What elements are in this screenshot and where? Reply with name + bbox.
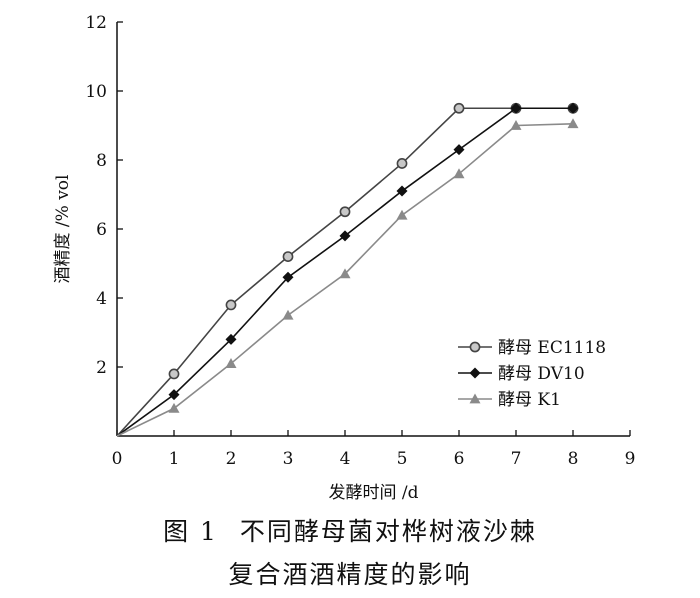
x-tick-label: 0: [112, 449, 123, 469]
y-tick-label: 10: [85, 82, 107, 102]
data-point: [168, 368, 180, 380]
figure-caption-line1: 图 1 不同酵母菌对桦树液沙棘: [0, 512, 700, 548]
y-tick-label: 4: [96, 289, 107, 309]
data-point: [510, 120, 522, 130]
x-tick-label: 4: [340, 449, 351, 469]
legend-marker: [469, 393, 481, 404]
legend-label: 酵母 DV10: [498, 364, 585, 384]
data-point: [282, 271, 294, 283]
y-tick-label: 2: [96, 358, 107, 378]
data-point: [225, 358, 237, 368]
x-tick-label: 3: [283, 449, 294, 469]
figure-caption-line2: 复合酒酒精度的影响: [0, 555, 700, 591]
legend-label: 酵母 EC1118: [498, 338, 606, 358]
data-point: [339, 268, 351, 279]
legend: 酵母 EC1118 酵母 DV10 酵母 K1: [458, 338, 606, 410]
data-point: [282, 309, 294, 320]
y-ticks: 2 4 6 8 10 12: [85, 13, 123, 378]
x-ticks: 0 1 2 3 4 5 6 7 8 9: [112, 430, 636, 469]
legend-item: 酵母 DV10: [458, 364, 585, 384]
series-triangle: [116, 118, 579, 437]
x-tick-label: 7: [511, 449, 522, 469]
x-tick-label: 8: [568, 449, 579, 469]
legend-label: 酵母 K1: [498, 390, 561, 410]
data-point: [339, 206, 351, 218]
x-tick-label: 1: [169, 449, 180, 469]
data-point: [396, 209, 408, 220]
data-point: [282, 251, 294, 262]
data-point: [510, 102, 522, 114]
series-diamond: [116, 102, 579, 437]
data-point: [396, 185, 408, 197]
x-tick-label: 5: [397, 449, 408, 469]
series-circle: [116, 102, 579, 437]
legend-marker: [469, 341, 481, 353]
data-point: [453, 168, 465, 179]
data-point: [567, 102, 579, 114]
legend-item: 酵母 EC1118: [458, 338, 606, 358]
figure-label: 图 1: [163, 517, 218, 546]
data-point: [453, 144, 465, 156]
series-layer: [116, 102, 579, 437]
x-axis-label: 发酵时间 /d: [328, 483, 418, 503]
figure-title-line1: 不同酵母菌对桦树液沙棘: [239, 517, 537, 546]
data-point: [225, 299, 237, 311]
figure-title-line2: 复合酒酒精度的影响: [228, 560, 472, 589]
legend-item: 酵母 K1: [458, 390, 561, 410]
y-tick-label: 12: [85, 13, 107, 33]
legend-marker: [469, 367, 481, 379]
data-point: [567, 118, 579, 129]
x-tick-label: 2: [226, 449, 237, 469]
data-point: [168, 402, 180, 413]
data-point: [396, 158, 408, 169]
data-point: [339, 230, 351, 242]
x-tick-label: 9: [625, 449, 636, 469]
data-point: [225, 333, 237, 345]
y-tick-label: 6: [96, 220, 107, 240]
y-axis-label: 酒精度 /% vol: [53, 175, 73, 284]
x-tick-label: 6: [454, 449, 465, 469]
data-point: [168, 389, 180, 401]
y-tick-label: 8: [96, 151, 107, 171]
data-point: [453, 102, 465, 114]
